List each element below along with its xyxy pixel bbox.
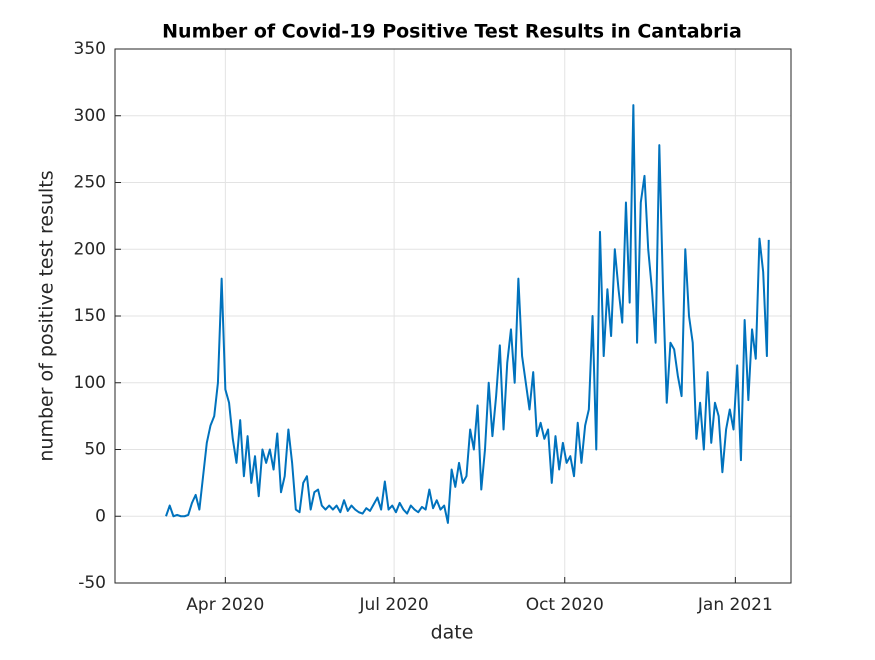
x-tick-label: Apr 2020 bbox=[186, 595, 264, 615]
y-tick-label: 200 bbox=[74, 239, 106, 259]
y-tick-label: 100 bbox=[74, 373, 106, 393]
x-tick-label: Oct 2020 bbox=[526, 595, 604, 615]
series bbox=[165, 104, 770, 524]
y-tick-label: 50 bbox=[84, 440, 106, 460]
x-axis-label: date bbox=[431, 622, 474, 644]
y-tick-label: 350 bbox=[74, 39, 106, 59]
y-tick-label: 0 bbox=[95, 506, 106, 526]
y-tick-label: 250 bbox=[74, 173, 106, 193]
x-tick-label: Jul 2020 bbox=[359, 595, 429, 615]
y-axis-label: number of positive test results bbox=[36, 170, 58, 461]
chart-title: Number of Covid-19 Positive Test Results… bbox=[162, 21, 742, 43]
data-line bbox=[165, 104, 770, 524]
y-tick-label: 150 bbox=[74, 306, 106, 326]
y-tick-label: 300 bbox=[74, 106, 106, 126]
x-tick-label: Jan 2021 bbox=[697, 595, 773, 615]
y-tick-label: -50 bbox=[78, 573, 106, 593]
